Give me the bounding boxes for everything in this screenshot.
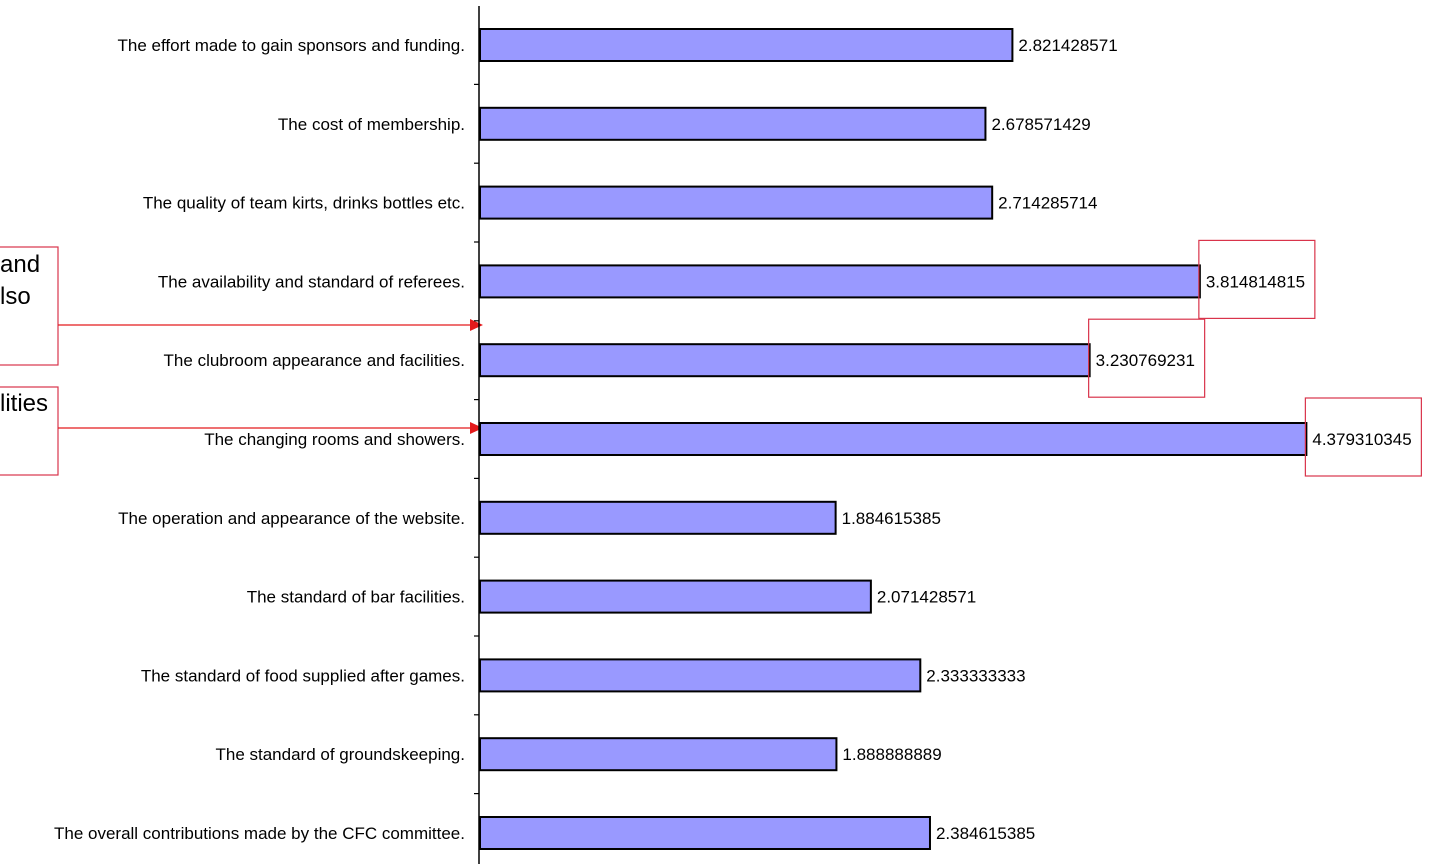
highlight-box xyxy=(1088,318,1206,398)
data-label: 3.230769231 xyxy=(1096,351,1195,370)
category-label: The changing rooms and showers. xyxy=(204,430,465,449)
highlight-box xyxy=(1198,239,1316,319)
bar xyxy=(479,28,1014,62)
callout-box xyxy=(0,246,59,366)
bar xyxy=(479,185,994,220)
data-label: 3.814814815 xyxy=(1206,272,1305,291)
bar xyxy=(479,816,931,850)
bar xyxy=(479,579,872,614)
callout-text: and xyxy=(0,251,40,278)
data-label: 4.379310345 xyxy=(1312,430,1411,449)
highlight-box xyxy=(1304,397,1422,477)
category-label: The overall contributions made by the CF… xyxy=(54,824,465,843)
data-label: 2.384615385 xyxy=(936,824,1035,843)
callout-text: lso xyxy=(0,283,31,310)
data-label: 1.884615385 xyxy=(842,509,941,528)
bar xyxy=(479,658,922,693)
category-label: The clubroom appearance and facilities. xyxy=(164,351,465,370)
bar-layer xyxy=(479,28,1308,850)
category-label: The availability and standard of referee… xyxy=(158,272,465,291)
data-label: 2.678571429 xyxy=(991,115,1090,134)
data-label: 2.714285714 xyxy=(998,194,1097,213)
highlight-layer xyxy=(1088,239,1422,477)
bar xyxy=(479,500,837,535)
bar xyxy=(479,737,838,772)
arrow-head-icon xyxy=(470,319,483,331)
data-label: 2.071428571 xyxy=(877,588,976,607)
callout-layer: and lso lities xyxy=(0,246,483,476)
arrow-head-icon xyxy=(470,422,483,434)
bar xyxy=(479,264,1201,299)
callout-text: lities xyxy=(0,390,48,417)
axis-layer xyxy=(474,6,480,864)
category-label: The standard of bar facilities. xyxy=(247,588,465,607)
bar xyxy=(479,106,987,141)
category-label: The operation and appearance of the webs… xyxy=(118,509,465,528)
callout-box xyxy=(0,386,59,476)
category-label: The standard of food supplied after game… xyxy=(141,666,465,685)
category-label: The quality of team kirts, drinks bottle… xyxy=(143,194,465,213)
category-label: The effort made to gain sponsors and fun… xyxy=(118,36,465,55)
category-label: The cost of membership. xyxy=(278,115,465,134)
bar xyxy=(479,422,1308,456)
bar xyxy=(479,343,1091,378)
data-label: 1.888888889 xyxy=(842,745,941,764)
data-label: 2.821428571 xyxy=(1018,36,1117,55)
label-layer: The effort made to gain sponsors and fun… xyxy=(54,36,1412,843)
data-label: 2.333333333 xyxy=(926,666,1025,685)
category-label: The standard of groundskeeping. xyxy=(215,745,465,764)
